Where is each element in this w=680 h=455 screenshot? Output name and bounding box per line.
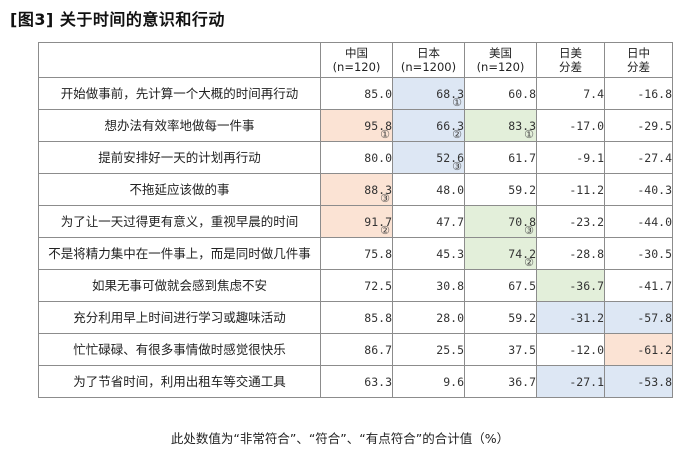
- rank-marker: ③: [452, 160, 462, 173]
- row-label: 提前安排好一天的计划再行动: [38, 141, 321, 174]
- header-japan: 日本 (n=1200): [392, 42, 465, 78]
- value-china: 91.7 ②: [320, 205, 393, 238]
- value-china: 75.8: [320, 237, 393, 270]
- value-diff-jp-us: 7.4: [536, 77, 605, 110]
- value-diff-jp-cn: -27.4: [604, 141, 673, 174]
- table-row: 为了节省时间，利用出租车等交通工具 63.3 9.6 36.7 -27.1 -5…: [38, 365, 673, 398]
- value-china: 72.5: [320, 269, 393, 302]
- rank-marker: ②: [524, 256, 534, 269]
- value-china: 95.8 ①: [320, 109, 393, 142]
- table-row: 为了让一天过得更有意义，重视早晨的时间 91.7 ② 47.7 70.8 ③ -23…: [38, 205, 673, 238]
- value-diff-jp-cn: -40.3: [604, 173, 673, 206]
- value-usa: 60.8: [464, 77, 537, 110]
- value-usa: 61.7: [464, 141, 537, 174]
- row-label: 为了节省时间，利用出租车等交通工具: [38, 365, 321, 398]
- value-china: 85.0: [320, 77, 393, 110]
- table-row: 不是将精力集中在一件事上，而是同时做几件事 75.8 45.3 74.2 ② -2…: [38, 237, 673, 270]
- value-diff-jp-us: -27.1: [536, 365, 605, 398]
- row-label: 忙忙碌碌、有很多事情做时感觉很快乐: [38, 333, 321, 366]
- value-japan: 47.7: [392, 205, 465, 238]
- row-label: 开始做事前，先计算一个大概的时间再行动: [38, 77, 321, 110]
- value-diff-jp-us: -12.0: [536, 333, 605, 366]
- value-china: 85.8: [320, 301, 393, 334]
- value-usa: 74.2 ②: [464, 237, 537, 270]
- header-usa: 美国 (n=120): [464, 42, 537, 78]
- corner-cell: [38, 42, 321, 78]
- rank-marker: ①: [452, 96, 462, 109]
- value-diff-jp-us: -11.2: [536, 173, 605, 206]
- row-label: 为了让一天过得更有意义，重视早晨的时间: [38, 205, 321, 238]
- value-china: 86.7: [320, 333, 393, 366]
- table-row: 充分利用早上时间进行学习或趣味活动 85.8 28.0 59.2 -31.2 -…: [38, 301, 673, 334]
- value-usa: 59.2: [464, 173, 537, 206]
- value-japan: 52.6 ③: [392, 141, 465, 174]
- value-diff-jp-us: -9.1: [536, 141, 605, 174]
- value-usa: 70.8 ③: [464, 205, 537, 238]
- figure-title: [图3] 关于时间的意识和行动: [10, 10, 225, 29]
- table-row: 如果无事可做就会感到焦虑不安 72.5 30.8 67.5 -36.7 -41.…: [38, 269, 673, 302]
- table-row: 开始做事前，先计算一个大概的时间再行动 85.0 68.3 ① 60.8 7.4 …: [38, 77, 673, 110]
- value-diff-jp-us: -31.2: [536, 301, 605, 334]
- header-china: 中国 (n=120): [320, 42, 393, 78]
- header-row: 中国 (n=120) 日本 (n=1200) 美国 (n=120) 日美 分差 日中 分差: [38, 42, 673, 78]
- value-japan: 30.8: [392, 269, 465, 302]
- value-diff-jp-cn: -30.5: [604, 237, 673, 270]
- value-diff-jp-us: -23.2: [536, 205, 605, 238]
- value-japan: 25.5: [392, 333, 465, 366]
- row-label: 如果无事可做就会感到焦虑不安: [38, 269, 321, 302]
- footnote: 此处数值为“非常符合”、“符合”、“有点符合”的合计值（%）: [170, 431, 510, 446]
- value-diff-jp-cn: -61.2: [604, 333, 673, 366]
- value-china: 88.3 ③: [320, 173, 393, 206]
- value-china: 63.3: [320, 365, 393, 398]
- value-japan: 68.3 ①: [392, 77, 465, 110]
- row-label: 不拖延应该做的事: [38, 173, 321, 206]
- value-diff-jp-us: -36.7: [536, 269, 605, 302]
- rank-marker: ③: [380, 192, 390, 205]
- table-row: 提前安排好一天的计划再行动 80.0 52.6 ③ 61.7 -9.1 -27.4: [38, 141, 673, 174]
- value-japan: 28.0: [392, 301, 465, 334]
- header-diff-jp-us: 日美 分差: [536, 42, 605, 78]
- value-usa: 83.3 ①: [464, 109, 537, 142]
- value-china: 80.0: [320, 141, 393, 174]
- value-diff-jp-us: -28.8: [536, 237, 605, 270]
- value-diff-jp-cn: -44.0: [604, 205, 673, 238]
- row-label: 想办法有效率地做每一件事: [38, 109, 321, 142]
- value-japan: 66.3 ②: [392, 109, 465, 142]
- value-usa: 37.5: [464, 333, 537, 366]
- rank-marker: ③: [524, 224, 534, 237]
- value-diff-jp-us: -17.0: [536, 109, 605, 142]
- table-row: 不拖延应该做的事 88.3 ③ 48.0 59.2 -11.2 -40.3: [38, 173, 673, 206]
- rank-marker: ①: [380, 128, 390, 141]
- value-usa: 67.5: [464, 269, 537, 302]
- rank-marker: ②: [380, 224, 390, 237]
- value-japan: 48.0: [392, 173, 465, 206]
- rank-marker: ①: [524, 128, 534, 141]
- table-row: 忙忙碌碌、有很多事情做时感觉很快乐 86.7 25.5 37.5 -12.0 -…: [38, 333, 673, 366]
- value-diff-jp-cn: -53.8: [604, 365, 673, 398]
- rank-marker: ②: [452, 128, 462, 141]
- row-label: 充分利用早上时间进行学习或趣味活动: [38, 301, 321, 334]
- header-diff-jp-cn: 日中 分差: [604, 42, 673, 78]
- value-diff-jp-cn: -29.5: [604, 109, 673, 142]
- value-japan: 45.3: [392, 237, 465, 270]
- value-usa: 59.2: [464, 301, 537, 334]
- table-row: 想办法有效率地做每一件事 95.8 ① 66.3 ② 83.3 ① -17.0 -29…: [38, 109, 673, 142]
- value-usa: 36.7: [464, 365, 537, 398]
- value-diff-jp-cn: -41.7: [604, 269, 673, 302]
- comparison-table: 中国 (n=120) 日本 (n=1200) 美国 (n=120) 日美 分差 日中 分差…: [38, 42, 673, 398]
- value-japan: 9.6: [392, 365, 465, 398]
- row-label: 不是将精力集中在一件事上，而是同时做几件事: [38, 237, 321, 270]
- value-diff-jp-cn: -57.8: [604, 301, 673, 334]
- value-diff-jp-cn: -16.8: [604, 77, 673, 110]
